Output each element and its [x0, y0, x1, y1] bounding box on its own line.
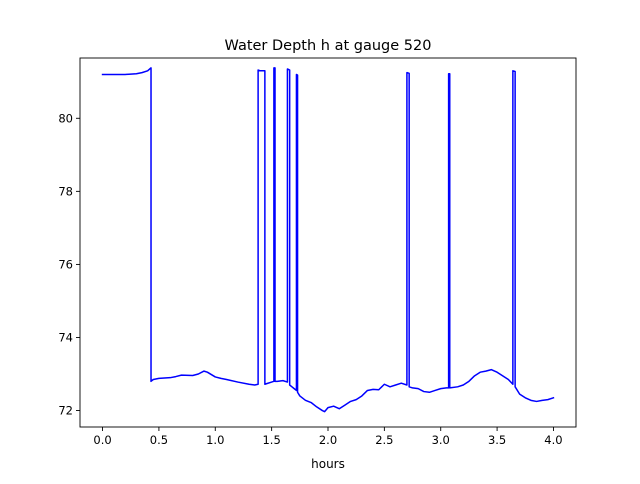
y-tick-label: 80: [58, 111, 73, 125]
y-tick-label: 72: [58, 404, 73, 418]
x-tick-label: 3.5: [488, 433, 506, 447]
x-tick-label: 0.0: [93, 433, 111, 447]
x-tick-label: 2.0: [319, 433, 337, 447]
x-tick-label: 4.0: [544, 433, 562, 447]
x-tick-label: 1.0: [206, 433, 224, 447]
series-line-0: [101, 67, 555, 413]
x-tick-label: 2.5: [375, 433, 393, 447]
plot-area: 0.0 0.5 1.0 1.5 2.0 2.5 3.0 3.5 4.0 72 74 76 78 80: [58, 57, 577, 447]
y-tick-label: 74: [58, 330, 73, 344]
y-tick-label: 76: [58, 257, 73, 271]
y-tick-label: 78: [58, 184, 73, 198]
x-tick-label: 0.5: [150, 433, 168, 447]
x-tick-label: 3.0: [432, 433, 450, 447]
x-tick-label: 1.5: [262, 433, 280, 447]
chart-title: Water Depth h at gauge 520: [225, 38, 432, 54]
x-axis-label: hours: [311, 457, 345, 471]
